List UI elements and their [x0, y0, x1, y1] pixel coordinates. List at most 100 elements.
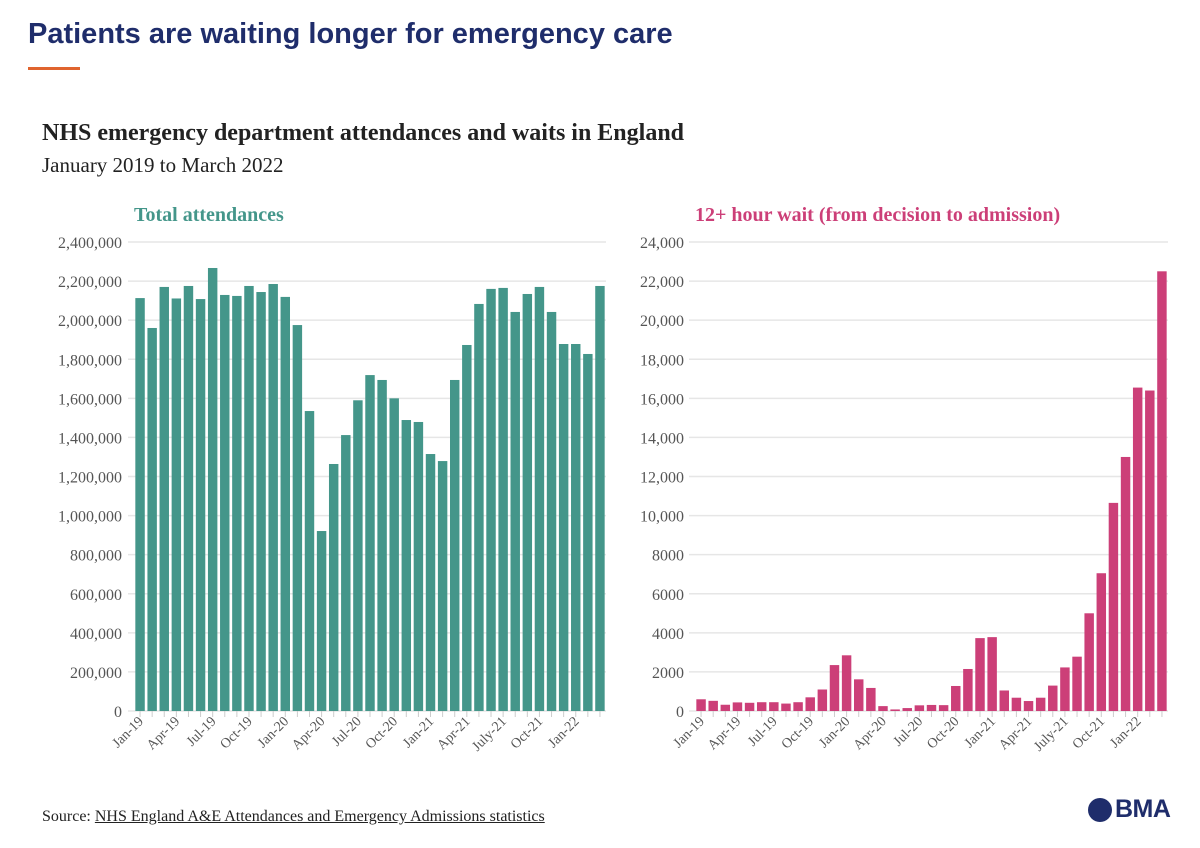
y-tick-label: 0: [676, 704, 684, 721]
bar: [987, 637, 997, 711]
bar: [781, 703, 791, 711]
y-tick-label: 200,000: [70, 665, 122, 682]
bar: [963, 668, 973, 711]
bar: [304, 411, 315, 711]
bar: [914, 705, 925, 711]
bar: [902, 708, 912, 711]
headline-accent-rule: [28, 67, 80, 70]
bar: [805, 697, 815, 711]
bar: [1072, 656, 1082, 711]
bar: [546, 311, 557, 711]
bar: [1145, 390, 1155, 711]
x-tick-label: July-21: [1031, 714, 1071, 754]
y-tick-label: 8000: [652, 548, 684, 565]
bar: [159, 286, 169, 711]
bar: [510, 311, 520, 711]
bar: [220, 294, 230, 711]
y-tick-label: 18,000: [640, 352, 684, 369]
y-tick-label: 1,400,000: [58, 430, 122, 447]
bar: [1011, 697, 1022, 711]
bma-emblem-icon: [1088, 797, 1112, 822]
bar: [437, 461, 448, 711]
y-tick-label: 12,000: [640, 470, 684, 487]
y-tick-label: 1,600,000: [58, 391, 122, 408]
bar: [841, 655, 852, 711]
x-tick-label: Apr-20: [289, 714, 328, 753]
bar: [232, 295, 242, 711]
bar: [951, 685, 961, 711]
y-tick-label: 1,000,000: [58, 509, 122, 526]
bar: [522, 293, 533, 711]
y-tick-label: 4000: [652, 626, 684, 643]
y-tick-label: 600,000: [70, 587, 122, 604]
source-note: Source: NHS England A&E Attendances and …: [42, 808, 545, 826]
x-tick-label: Jul-20: [891, 714, 926, 749]
x-tick-label: Oct-20: [363, 714, 401, 752]
x-tick-label: Apr-19: [144, 714, 183, 753]
x-tick-label: July-21: [470, 714, 510, 754]
bar: [171, 298, 182, 711]
bar: [534, 286, 545, 711]
x-tick-label: Apr-20: [851, 714, 890, 753]
x-tick-label: Apr-19: [705, 714, 744, 753]
x-tick-label: Jan-22: [546, 714, 583, 751]
bar: [316, 531, 327, 711]
bar: [135, 298, 145, 711]
y-tick-label: 2000: [652, 665, 684, 682]
x-tick-label: Jan-20: [816, 714, 853, 751]
bar: [425, 454, 436, 711]
bar: [938, 705, 949, 711]
y-tick-label: 0: [114, 704, 122, 721]
bar: [244, 285, 254, 711]
bar: [708, 700, 718, 711]
panel-title: 12+ hour wait (from decision to admissio…: [695, 204, 1060, 226]
bar: [1096, 573, 1107, 711]
y-tick-label: 1,200,000: [58, 470, 122, 487]
y-tick-label: 2,200,000: [58, 274, 122, 291]
y-tick-label: 400,000: [70, 626, 122, 643]
bar: [353, 400, 363, 711]
bar: [365, 375, 375, 711]
bar: [486, 288, 496, 711]
bar: [793, 702, 803, 711]
y-tick-label: 2,400,000: [58, 235, 122, 252]
y-tick-label: 16,000: [640, 391, 684, 408]
chart-panel-2: 12+ hour wait (from decision to admissio…: [640, 204, 1168, 755]
bma-logo-text: BMA: [1115, 795, 1171, 823]
bar: [280, 296, 291, 711]
bar: [696, 699, 706, 711]
bar: [756, 702, 767, 711]
bar: [1060, 667, 1070, 711]
bar: [498, 287, 508, 711]
bar: [195, 299, 206, 711]
x-tick-label: Jul-19: [184, 714, 219, 749]
y-tick-label: 10,000: [640, 509, 684, 526]
bar: [866, 687, 876, 711]
bar: [401, 420, 412, 711]
chart-title: NHS emergency department attendances and…: [42, 120, 685, 146]
source-link[interactable]: NHS England A&E Attendances and Emergenc…: [94, 808, 545, 825]
y-tick-label: 2,000,000: [58, 313, 122, 330]
x-tick-label: Oct-21: [1070, 714, 1108, 752]
y-tick-label: 6000: [652, 587, 684, 604]
bar: [1108, 502, 1119, 711]
bar: [413, 421, 424, 711]
chart-subtitle: January 2019 to March 2022: [42, 153, 284, 177]
bar: [1048, 685, 1058, 711]
x-tick-label: Apr-21: [435, 714, 474, 753]
headline: Patients are waiting longer for emergenc…: [28, 18, 673, 50]
chart-panel-1: Total attendances 0 200,000 400,000 600,000 8…: [58, 204, 606, 755]
bar: [1132, 387, 1143, 711]
bar: [207, 267, 218, 711]
x-tick-label: Oct-21: [508, 714, 546, 752]
x-tick-label: Jan-21: [962, 714, 999, 751]
bar: [183, 285, 194, 711]
x-tick-label: Oct-20: [924, 714, 962, 752]
x-tick-label: Jul-19: [745, 714, 780, 749]
bar: [999, 690, 1009, 711]
y-tick-label: 1,800,000: [58, 352, 122, 369]
bar: [1157, 271, 1167, 711]
bar: [926, 704, 937, 711]
